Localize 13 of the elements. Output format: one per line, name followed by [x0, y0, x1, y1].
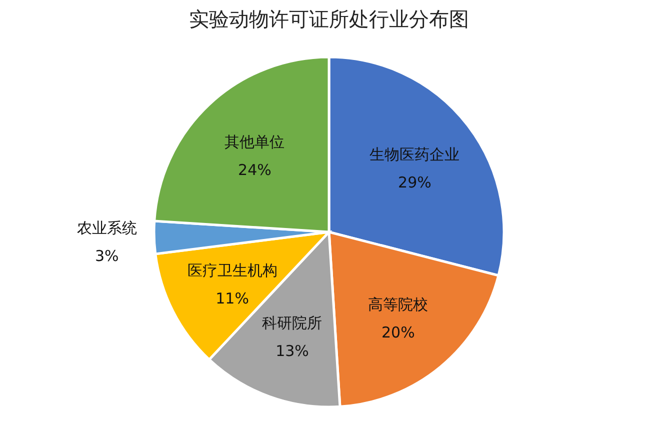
- slice-label: 医疗卫生机构: [187, 261, 278, 280]
- slice-label: 高等院校: [368, 296, 428, 314]
- data-label: 24%: [238, 160, 272, 179]
- slice-label: 生物医药企业: [370, 146, 460, 164]
- data-label: 20%: [381, 324, 415, 342]
- slice-label: 农业系统: [76, 218, 137, 237]
- slice-label: 其他单位: [224, 132, 285, 151]
- data-label: 29%: [398, 174, 432, 192]
- data-label: 11%: [216, 289, 249, 308]
- chart-title: 实验动物许可证所处行业分布图: [189, 7, 469, 31]
- slice-label: 科研院所: [262, 314, 322, 332]
- data-label: 3%: [94, 246, 119, 265]
- data-label: 13%: [276, 342, 309, 360]
